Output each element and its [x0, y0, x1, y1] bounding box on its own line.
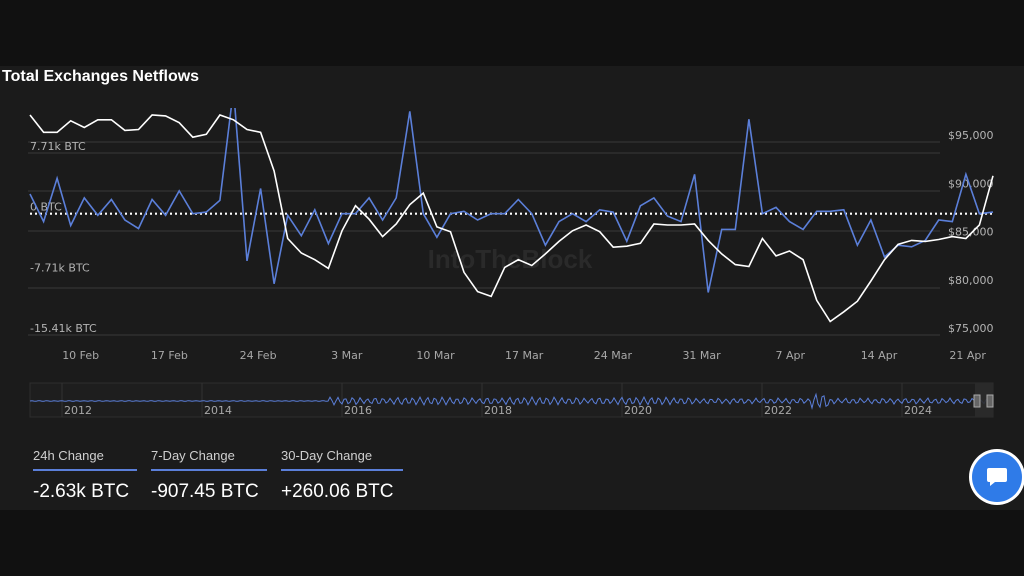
navigator-handle-left[interactable]	[973, 394, 981, 408]
y-left-tick-label: -15.41k BTC	[30, 322, 97, 335]
x-tick-label: 17 Feb	[151, 349, 188, 362]
x-tick-label: 7 Apr	[775, 349, 805, 362]
x-tick-label: 31 Mar	[682, 349, 721, 362]
watermark: IntoTheBlock	[428, 244, 593, 274]
x-tick-label: 21 Apr	[949, 349, 986, 362]
chat-button[interactable]	[972, 452, 1022, 502]
x-tick-label: 24 Feb	[240, 349, 277, 362]
stat-7d: 7-Day Change -907.45 BTC	[151, 448, 267, 503]
navigator-year: 2022	[764, 404, 792, 417]
stat-30d-value: +260.06 BTC	[281, 481, 394, 502]
x-tick-label: 24 Mar	[594, 349, 633, 362]
y-right-tick-label: $75,000	[948, 322, 994, 335]
price-line[interactable]	[29, 114, 994, 323]
plot-area	[28, 108, 998, 340]
navigator-series	[29, 392, 991, 410]
stat-7d-label: 7-Day Change	[151, 448, 267, 471]
x-tick-label: 10 Feb	[62, 349, 99, 362]
navigator-year: 2014	[204, 404, 232, 417]
stat-24h-value: -2.63k BTC	[33, 481, 130, 502]
y-right-tick-label: $95,000	[948, 129, 994, 142]
stat-30d-label: 30-Day Change	[281, 448, 403, 471]
stat-24h-label: 24h Change	[33, 448, 137, 471]
stat-7d-value: -907.45 BTC	[151, 481, 259, 502]
chart-title: Total Exchanges Netflows	[2, 68, 200, 85]
y-right-tick-label: $80,000	[948, 274, 994, 287]
y-right-tick-label: $85,000	[948, 226, 994, 239]
x-tick-label: 3 Mar	[331, 349, 363, 362]
navigator-window[interactable]	[975, 383, 993, 417]
y-right-tick-label: $90,000	[948, 177, 994, 190]
stat-24h: 24h Change -2.63k BTC	[33, 448, 137, 503]
navigator-handle-right[interactable]	[986, 394, 994, 408]
x-tick-label: 14 Apr	[861, 349, 898, 362]
navigator-year: 2012	[64, 404, 92, 417]
range-navigator[interactable]: 2012 2014 2016 2018 2020 2022 2024	[29, 382, 994, 418]
navigator-year: 2024	[904, 404, 932, 417]
y-left-tick-label: -7.71k BTC	[30, 261, 90, 274]
stat-30d: 30-Day Change +260.06 BTC	[281, 448, 403, 503]
netflow-line[interactable]	[29, 89, 994, 293]
navigator-year: 2016	[344, 404, 372, 417]
navigator-year: 2020	[624, 404, 652, 417]
navigator-year: 2018	[484, 404, 512, 417]
x-tick-label: 10 Mar	[416, 349, 455, 362]
chat-icon	[987, 468, 1007, 486]
y-left-tick-label: 7.71k BTC	[30, 140, 86, 153]
x-tick-label: 17 Mar	[505, 349, 544, 362]
